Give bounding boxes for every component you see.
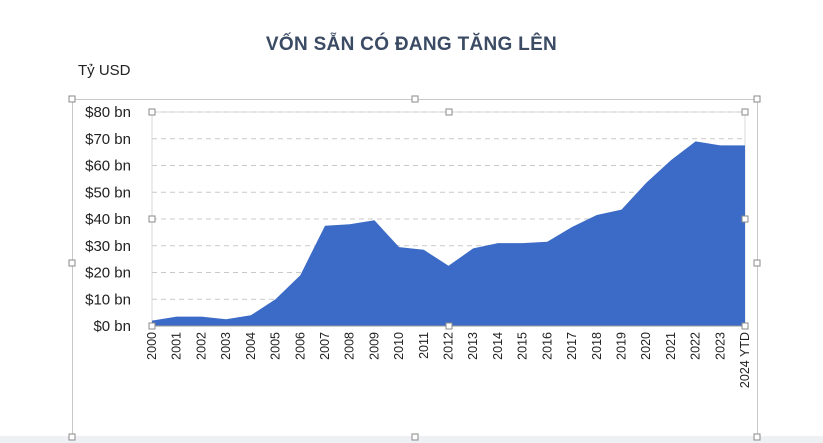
- resize-handle: [148, 322, 156, 330]
- x-tick-label: 2008: [343, 332, 357, 360]
- y-tick-label: $70 bn: [85, 131, 131, 148]
- resize-handle: [753, 433, 761, 441]
- resize-handle: [753, 259, 761, 267]
- resize-handle: [741, 215, 749, 223]
- y-tick-label: $80 bn: [85, 104, 131, 121]
- x-tick-label: 2018: [590, 332, 604, 360]
- x-tick-label: 2006: [293, 332, 307, 360]
- x-tick-label: 2011: [417, 332, 431, 359]
- resize-handle: [753, 95, 761, 103]
- resize-handle: [741, 322, 749, 330]
- x-tick-label: 2009: [367, 332, 381, 360]
- y-tick-label: $50 bn: [85, 184, 131, 201]
- x-tick-label: 2012: [442, 332, 456, 360]
- y-tick-label: $20 bn: [85, 265, 131, 282]
- x-tick-label: 2017: [565, 332, 579, 360]
- x-tick-label: 2010: [392, 332, 406, 360]
- resize-handle: [411, 95, 419, 103]
- resize-handle: [445, 322, 453, 330]
- resize-handle: [68, 95, 76, 103]
- resize-handle: [148, 108, 156, 116]
- x-tick-label: 2013: [466, 332, 480, 360]
- resize-handle: [68, 433, 76, 441]
- x-tick-label: 2004: [244, 332, 258, 360]
- x-tick-label: 2014: [491, 332, 505, 360]
- y-tick-label: $0 bn: [93, 318, 131, 335]
- x-tick-label: 2000: [145, 332, 159, 360]
- x-tick-label: 2007: [318, 332, 332, 360]
- x-tick-label: 2022: [689, 332, 703, 360]
- chart-title: VỐN SẴN CÓ ĐANG TĂNG LÊN: [265, 34, 558, 55]
- resize-handle: [68, 259, 76, 267]
- y-tick-label: $10 bn: [85, 291, 131, 308]
- resize-handle: [148, 215, 156, 223]
- x-tick-label: 2024 YTD: [738, 332, 752, 388]
- x-tick-label: 2019: [614, 332, 628, 360]
- y-tick-label: $30 bn: [85, 238, 131, 255]
- series-area: [152, 141, 745, 326]
- x-tick-label: 2016: [540, 332, 554, 360]
- x-tick-label: 2023: [713, 332, 727, 360]
- x-tick-label: 2005: [269, 332, 283, 360]
- y-tick-label: $60 bn: [85, 158, 131, 175]
- resize-handle: [445, 108, 453, 116]
- x-tick-label: 2003: [219, 332, 233, 360]
- x-tick-label: 2020: [639, 332, 653, 360]
- resize-handle: [741, 108, 749, 116]
- x-tick-label: 2015: [516, 332, 530, 360]
- x-tick-label: 2021: [664, 332, 678, 360]
- x-tick-label: 2001: [170, 332, 184, 360]
- resize-handle: [411, 433, 419, 441]
- x-tick-label: 2002: [194, 332, 208, 360]
- y-axis-unit-label: Tỷ USD: [78, 62, 131, 79]
- y-tick-label: $40 bn: [85, 211, 131, 228]
